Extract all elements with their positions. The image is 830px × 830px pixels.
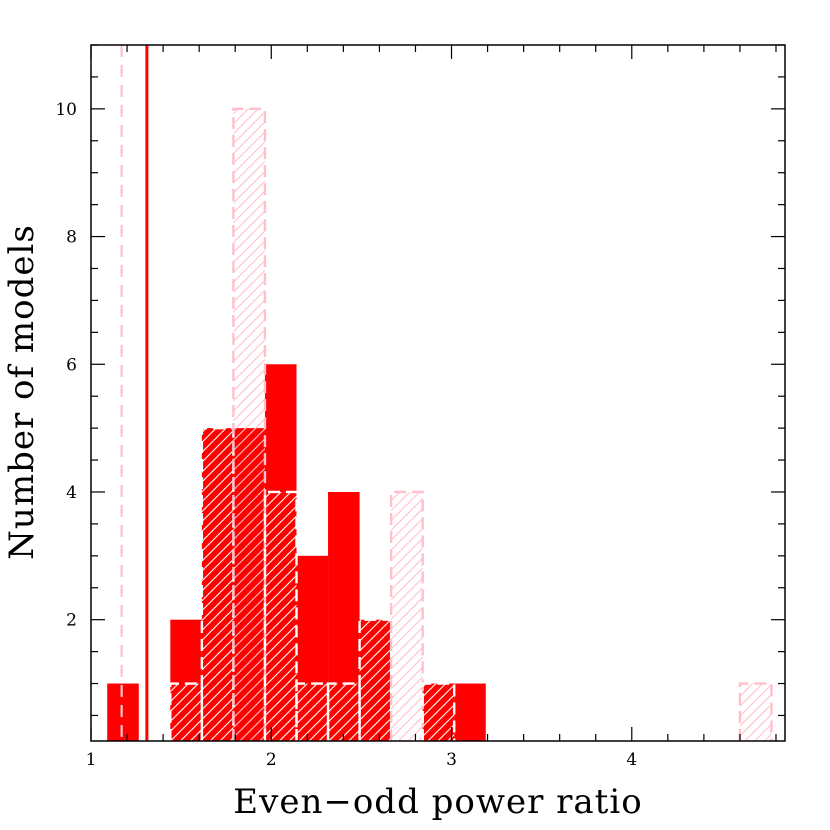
hatched-bar (169, 682, 204, 741)
hatched-bar (295, 682, 330, 741)
hatch-outline (263, 490, 298, 741)
hatch-outline (358, 618, 393, 741)
plot-border (90, 44, 786, 742)
hatched-bar (326, 682, 361, 741)
hatch-fill (391, 491, 423, 741)
hatch-fill (170, 683, 202, 741)
x-tick-label: 2 (266, 750, 277, 770)
y-tick-label: 8 (66, 228, 77, 248)
x-tick-label: 4 (626, 750, 637, 770)
y-axis-title: Number of models (2, 224, 42, 560)
hatched-bar (389, 490, 424, 741)
hatch-fill (201, 428, 234, 741)
y-tick-label: 4 (66, 483, 77, 503)
hatch-outline (389, 490, 424, 741)
y-tick-label: 10 (55, 100, 77, 120)
hatched-bar (738, 682, 773, 741)
hatch-fill (359, 619, 392, 741)
solid-bar (454, 683, 486, 741)
hatched-series (169, 107, 773, 741)
reference-lines (120, 45, 149, 741)
hatched-bar (232, 107, 267, 741)
hatch-fill (264, 491, 297, 741)
hatch-fill (296, 683, 329, 741)
hatched-bar (263, 490, 298, 741)
hatch-outline (421, 682, 456, 741)
hatched-bar (358, 618, 393, 741)
hatch-outline (738, 682, 773, 741)
x-axis-title: Even−odd power ratio (233, 782, 642, 822)
tick-labels: 1 2 3 4 2 4 6 8 10 (55, 100, 637, 770)
hatch-outline (232, 107, 267, 741)
hatch-fill (233, 108, 265, 741)
solid-bar (107, 683, 139, 741)
hatch-fill (328, 683, 360, 741)
x-tick-label: 1 (86, 750, 97, 770)
plot-frame (90, 44, 786, 742)
hatched-bar (200, 426, 235, 741)
hatch-fill (422, 683, 455, 741)
y-tick-label: 6 (66, 355, 77, 375)
hatch-outline (200, 426, 235, 741)
y-tick-label: 2 (66, 611, 77, 631)
hatch-fill (739, 683, 772, 741)
hatched-bar (421, 682, 456, 741)
x-tick-label: 3 (446, 750, 457, 770)
